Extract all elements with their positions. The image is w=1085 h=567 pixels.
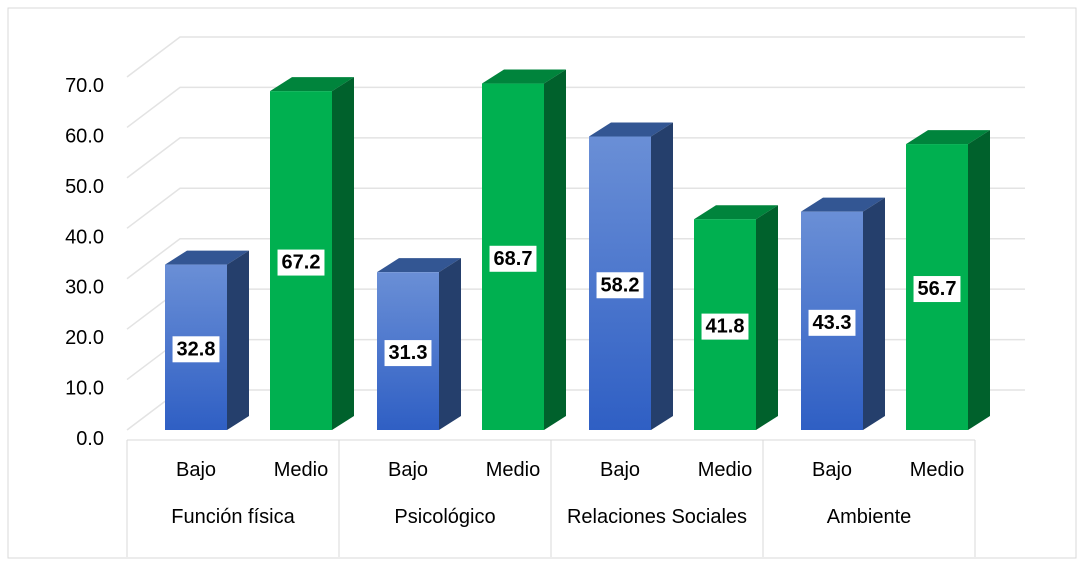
bar-side xyxy=(332,77,354,431)
y-tick-label: 0.0 xyxy=(76,428,104,450)
bar-side xyxy=(227,250,249,430)
bar-side xyxy=(863,197,885,430)
grid-line xyxy=(126,389,1025,431)
x-tick-label: Medio xyxy=(485,459,541,481)
bar-top xyxy=(165,250,249,265)
y-tick-label: 70.0 xyxy=(65,75,104,97)
grid-line xyxy=(126,187,1025,229)
data-label-bg xyxy=(701,313,749,340)
bar-top xyxy=(801,197,885,212)
y-tick-label: 20.0 xyxy=(65,327,104,349)
x-tick-label: Bajo xyxy=(599,459,641,481)
bar-side xyxy=(651,122,673,431)
data-label: 31.3 xyxy=(389,342,428,364)
bar-side xyxy=(544,69,566,430)
x-tick-label: Bajo xyxy=(175,459,217,481)
bar-top xyxy=(906,130,990,145)
data-label-bg xyxy=(489,245,537,272)
grid-line xyxy=(126,237,1025,280)
x-tick-label: Medio xyxy=(273,459,329,481)
bar-top xyxy=(482,69,566,84)
data-label: 41.8 xyxy=(706,316,745,338)
data-label: 68.7 xyxy=(494,248,533,270)
bar-side xyxy=(439,258,461,430)
chart-border xyxy=(7,7,1077,559)
group-label: Relaciones Sociales xyxy=(566,506,748,528)
group-label: Ambiente xyxy=(826,506,912,528)
data-label: 32.8 xyxy=(177,338,216,360)
data-label-bg xyxy=(913,276,961,303)
data-label-bg xyxy=(172,336,220,363)
bar-top xyxy=(270,77,354,92)
bar-top xyxy=(694,205,778,220)
y-tick-label: 60.0 xyxy=(65,125,104,147)
x-tick-label: Bajo xyxy=(811,459,853,481)
bar-side xyxy=(968,130,990,430)
grid-line xyxy=(126,338,1025,381)
group-label: Función física xyxy=(171,506,295,528)
bar-top xyxy=(377,258,461,273)
grid-line xyxy=(126,288,1025,330)
data-label: 56.7 xyxy=(918,278,957,300)
y-tick-label: 40.0 xyxy=(65,226,104,248)
grid-line xyxy=(126,36,1025,78)
x-tick-label: Bajo xyxy=(387,459,429,481)
data-label: 67.2 xyxy=(282,252,321,274)
bar-side xyxy=(756,205,778,430)
group-label: Psicológico xyxy=(394,506,496,528)
bar-top xyxy=(589,122,673,137)
grid-line xyxy=(126,86,1025,129)
data-label-bg xyxy=(384,340,432,367)
grid-line xyxy=(126,137,1025,179)
data-label: 58.2 xyxy=(601,274,640,296)
data-label-bg xyxy=(596,272,644,299)
y-tick-label: 50.0 xyxy=(65,176,104,198)
data-label: 43.3 xyxy=(813,312,852,334)
y-tick-label: 10.0 xyxy=(65,378,104,400)
data-label-bg xyxy=(808,309,856,336)
y-tick-label: 30.0 xyxy=(65,277,104,299)
data-label-bg xyxy=(277,249,325,276)
x-tick-label: Medio xyxy=(909,459,965,481)
x-tick-label: Medio xyxy=(697,459,753,481)
